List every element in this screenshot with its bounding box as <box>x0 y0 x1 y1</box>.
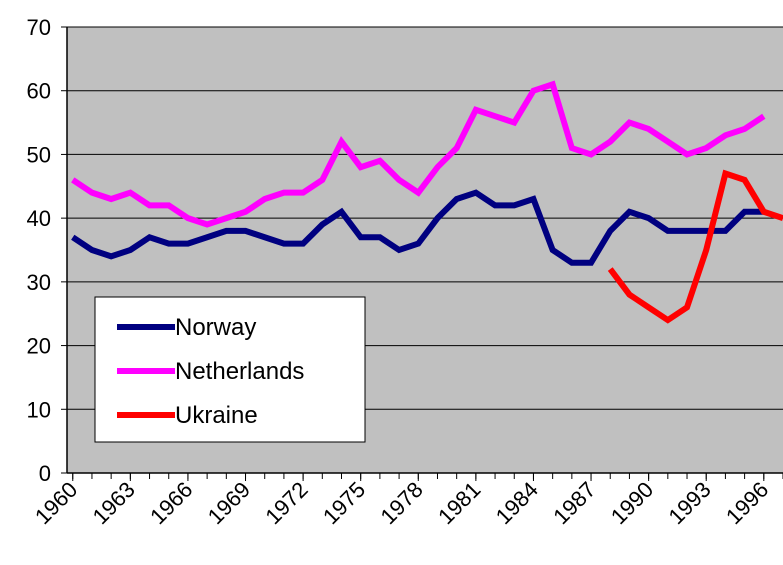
y-tick-label: 10 <box>27 397 51 422</box>
x-tick-label: 1972 <box>260 477 312 529</box>
series-line <box>71 189 764 266</box>
x-tick-label: 1990 <box>606 477 658 529</box>
legend-label: Ukraine <box>175 402 258 429</box>
y-tick-label: 30 <box>27 270 51 295</box>
x-tick-label: 1984 <box>491 477 543 529</box>
y-tick-label: 0 <box>39 461 51 486</box>
x-tick-label: 1969 <box>203 477 255 529</box>
y-tick-label: 70 <box>27 15 51 40</box>
legend-label: Netherlands <box>175 358 304 385</box>
x-tick-label: 1963 <box>88 477 140 529</box>
x-tick-label: 1975 <box>318 477 370 529</box>
x-tick-label: 1993 <box>663 477 715 529</box>
y-tick-label: 40 <box>27 206 51 231</box>
legend: Norway Netherlands Ukraine <box>94 296 366 443</box>
x-tick-label: 1978 <box>376 477 428 529</box>
y-tick-label: 60 <box>27 79 51 104</box>
x-tick-label: 1996 <box>721 477 773 529</box>
x-tick-label: 1987 <box>548 477 600 529</box>
legend-label: Norway <box>175 314 256 341</box>
y-tick-label: 50 <box>27 142 51 167</box>
x-tick-label: 1966 <box>145 477 197 529</box>
y-tick-label: 20 <box>27 334 51 359</box>
series-line <box>71 80 766 228</box>
x-tick-label: 1981 <box>433 477 485 529</box>
series-line <box>607 169 783 324</box>
